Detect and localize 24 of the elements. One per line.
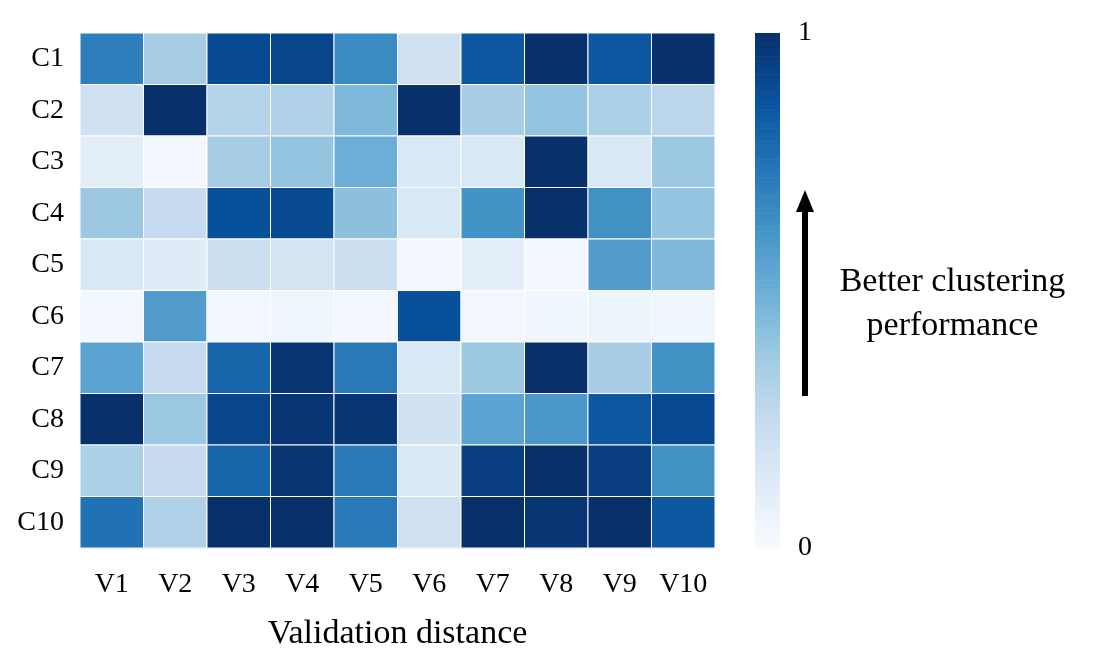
y-tick-label: C3 [31,144,64,176]
y-tick-label: C7 [31,350,64,382]
y-tick-label: C9 [31,453,64,485]
y-tick-label: C10 [17,504,64,536]
x-axis-title: Validation distance [267,612,528,650]
text: Better clustering performance [838,260,1067,344]
x-tick-label: V5 [348,567,383,599]
y-tick-label: C1 [31,41,64,73]
x-tick-label: V8 [539,567,574,599]
x-tick-label: V3 [221,567,256,599]
y-tick-label: C4 [31,195,64,227]
color-bar-label: 1 [798,15,812,47]
y-tick-label: C2 [31,92,64,124]
y-tick-label: C8 [31,401,64,433]
color-bar-label: 0 [798,530,812,562]
x-tick-label: V1 [94,567,129,599]
y-tick-label: C5 [31,247,64,279]
x-tick-label: V10 [659,567,708,599]
x-tick-label: V7 [475,567,510,599]
x-tick-label: V9 [602,567,637,599]
x-tick-label: V4 [285,567,320,599]
y-tick-label: C6 [31,298,64,330]
x-tick-label: V6 [412,567,447,599]
x-tick-label: V2 [158,567,193,599]
